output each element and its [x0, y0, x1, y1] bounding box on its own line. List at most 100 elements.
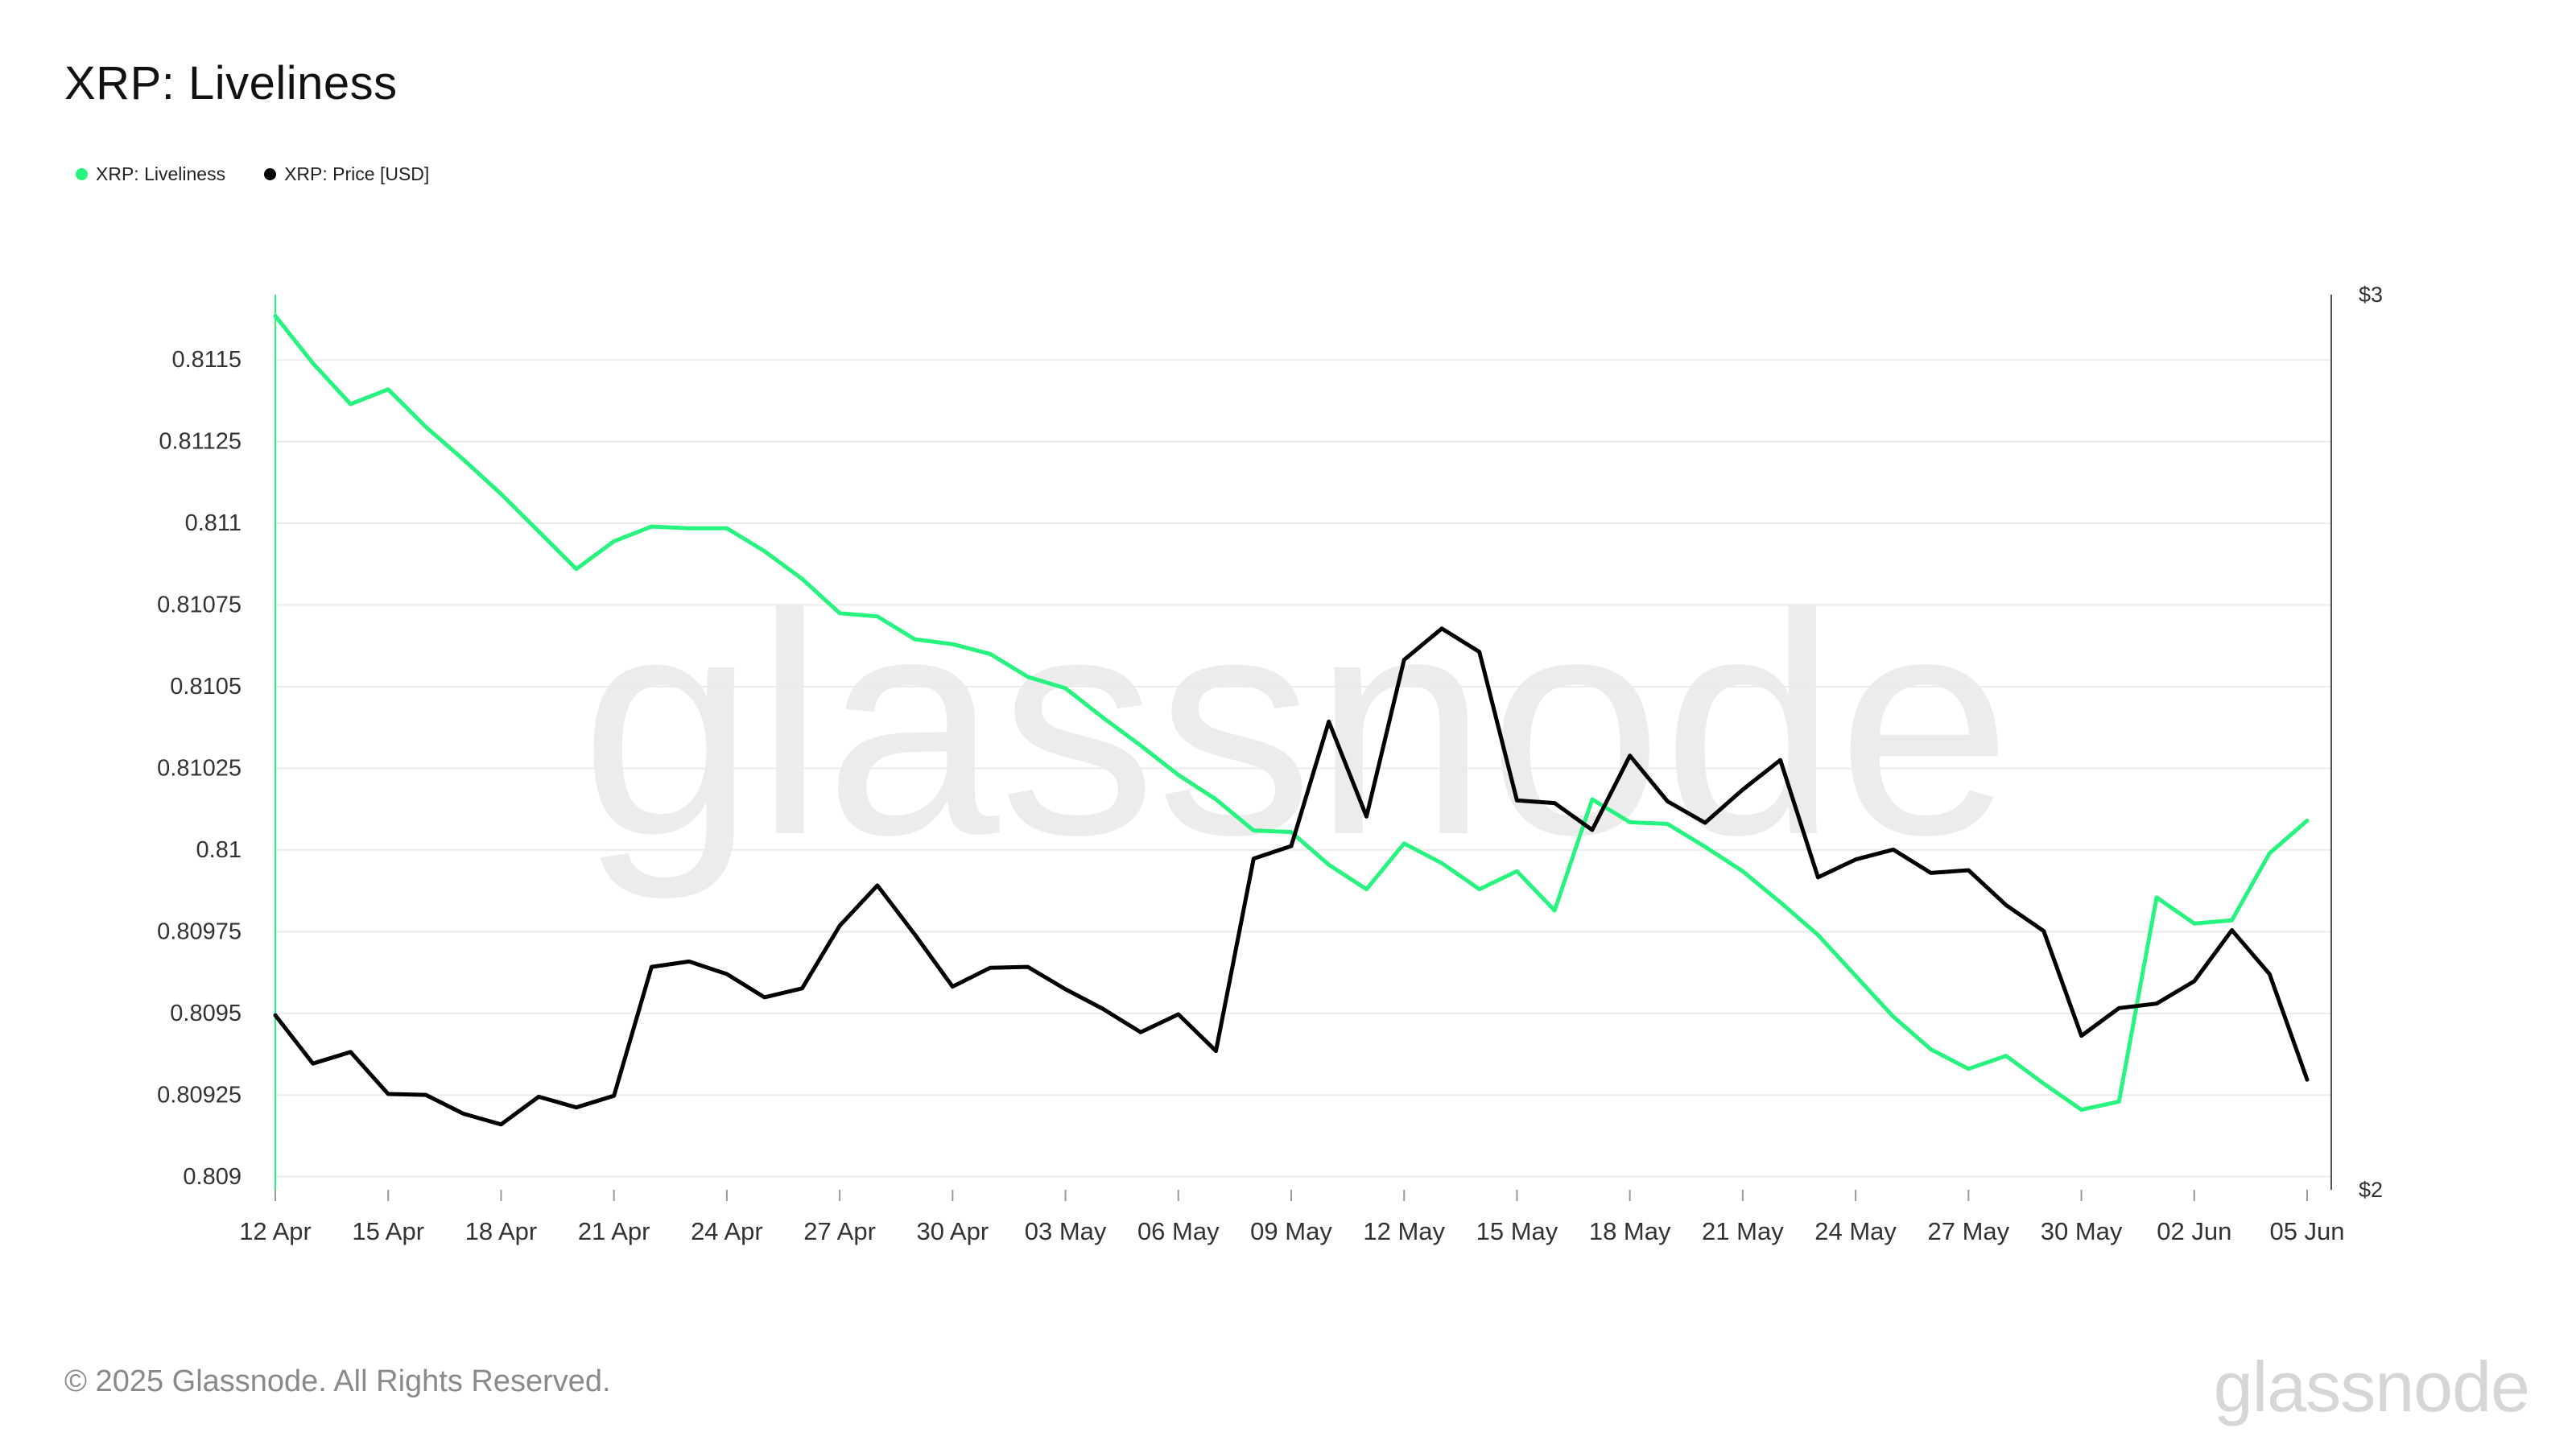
liveliness-point[interactable]	[1815, 932, 1820, 937]
price-point[interactable]	[1552, 801, 1557, 806]
liveliness-point[interactable]	[1477, 887, 1482, 892]
liveliness-point[interactable]	[724, 526, 729, 530]
liveliness-point[interactable]	[1251, 828, 1256, 833]
price-point[interactable]	[1853, 857, 1858, 862]
price-point[interactable]	[1815, 875, 1820, 880]
liveliness-point[interactable]	[311, 361, 316, 365]
price-point[interactable]	[1929, 870, 1934, 875]
price-point[interactable]	[2192, 979, 2197, 984]
price-point[interactable]	[1740, 787, 1745, 792]
liveliness-point[interactable]	[1703, 844, 1707, 849]
liveliness-point[interactable]	[1665, 821, 1670, 826]
liveliness-point[interactable]	[1740, 869, 1745, 873]
liveliness-point[interactable]	[1514, 869, 1519, 873]
price-point[interactable]	[1214, 1049, 1219, 1054]
liveliness-point[interactable]	[612, 539, 617, 543]
price-point[interactable]	[2267, 972, 2272, 976]
liveliness-point[interactable]	[762, 549, 767, 554]
price-point[interactable]	[1628, 753, 1633, 758]
liveliness-point[interactable]	[2230, 918, 2235, 923]
liveliness-point[interactable]	[1214, 797, 1219, 802]
price-point[interactable]	[311, 1061, 316, 1066]
liveliness-point[interactable]	[1853, 973, 1858, 978]
price-point[interactable]	[1703, 820, 1707, 825]
liveliness-point[interactable]	[687, 526, 691, 530]
liveliness-point[interactable]	[273, 313, 278, 318]
price-point[interactable]	[1477, 650, 1482, 654]
price-point[interactable]	[1778, 758, 1783, 762]
liveliness-point[interactable]	[799, 576, 804, 581]
price-point[interactable]	[1100, 1006, 1105, 1011]
liveliness-point[interactable]	[461, 457, 466, 462]
price-point[interactable]	[386, 1092, 390, 1096]
price-point[interactable]	[913, 932, 918, 937]
price-point[interactable]	[649, 964, 654, 969]
liveliness-point[interactable]	[2192, 921, 2197, 926]
price-point[interactable]	[2116, 1005, 2121, 1010]
price-point[interactable]	[1327, 719, 1331, 724]
liveliness-point[interactable]	[1966, 1067, 1971, 1071]
price-point[interactable]	[1289, 844, 1294, 848]
price-point[interactable]	[950, 985, 955, 989]
price-point[interactable]	[1966, 868, 1971, 873]
price-point[interactable]	[461, 1111, 466, 1116]
liveliness-point[interactable]	[1929, 1046, 1934, 1051]
liveliness-point[interactable]	[1138, 743, 1143, 748]
price-point[interactable]	[1364, 814, 1368, 819]
liveliness-point[interactable]	[1891, 1014, 1896, 1019]
price-point[interactable]	[1176, 1012, 1181, 1017]
liveliness-point[interactable]	[2116, 1099, 2121, 1104]
liveliness-point[interactable]	[875, 614, 880, 619]
price-point[interactable]	[1026, 964, 1030, 969]
liveliness-point[interactable]	[1778, 900, 1783, 905]
liveliness-point[interactable]	[1628, 819, 1633, 824]
liveliness-point[interactable]	[950, 642, 955, 646]
liveliness-point[interactable]	[536, 529, 541, 534]
price-point[interactable]	[1891, 847, 1896, 852]
price-point[interactable]	[423, 1092, 428, 1097]
price-point[interactable]	[348, 1050, 353, 1055]
liveliness-point[interactable]	[2267, 851, 2272, 856]
price-point[interactable]	[2154, 1001, 2159, 1006]
price-point[interactable]	[875, 883, 880, 888]
price-point[interactable]	[1514, 798, 1519, 803]
price-point[interactable]	[837, 923, 842, 928]
liveliness-point[interactable]	[2004, 1054, 2008, 1059]
price-point[interactable]	[612, 1093, 617, 1098]
liveliness-point[interactable]	[386, 387, 390, 392]
price-point[interactable]	[687, 959, 691, 964]
price-point[interactable]	[2230, 928, 2235, 933]
price-point[interactable]	[536, 1094, 541, 1099]
liveliness-point[interactable]	[1364, 887, 1368, 892]
liveliness-point[interactable]	[837, 611, 842, 616]
price-point[interactable]	[1665, 799, 1670, 803]
price-point[interactable]	[1063, 987, 1068, 992]
price-point[interactable]	[1590, 828, 1595, 832]
price-point[interactable]	[2004, 902, 2008, 907]
liveliness-point[interactable]	[2154, 895, 2159, 900]
price-point[interactable]	[273, 1013, 278, 1018]
liveliness-point[interactable]	[1176, 773, 1181, 778]
liveliness-point[interactable]	[1026, 675, 1030, 679]
price-point[interactable]	[498, 1122, 503, 1127]
liveliness-point[interactable]	[498, 492, 503, 497]
liveliness-point[interactable]	[423, 424, 428, 429]
liveliness-point[interactable]	[913, 637, 918, 642]
liveliness-point[interactable]	[1590, 797, 1595, 802]
price-point[interactable]	[1439, 626, 1444, 631]
liveliness-point[interactable]	[649, 524, 654, 529]
price-point[interactable]	[988, 965, 993, 970]
liveliness-point[interactable]	[1327, 862, 1331, 867]
price-point[interactable]	[2079, 1034, 2084, 1038]
legend-item-liveliness[interactable]: XRP: Liveliness	[76, 163, 225, 185]
price-point[interactable]	[1138, 1030, 1143, 1034]
liveliness-point[interactable]	[1439, 861, 1444, 865]
price-point[interactable]	[574, 1105, 579, 1110]
liveliness-point[interactable]	[574, 567, 579, 572]
price-point[interactable]	[799, 986, 804, 991]
price-point[interactable]	[2305, 1077, 2310, 1082]
price-point[interactable]	[762, 995, 767, 1000]
liveliness-point[interactable]	[2079, 1108, 2084, 1113]
liveliness-point[interactable]	[2041, 1081, 2046, 1086]
price-point[interactable]	[1251, 857, 1256, 861]
